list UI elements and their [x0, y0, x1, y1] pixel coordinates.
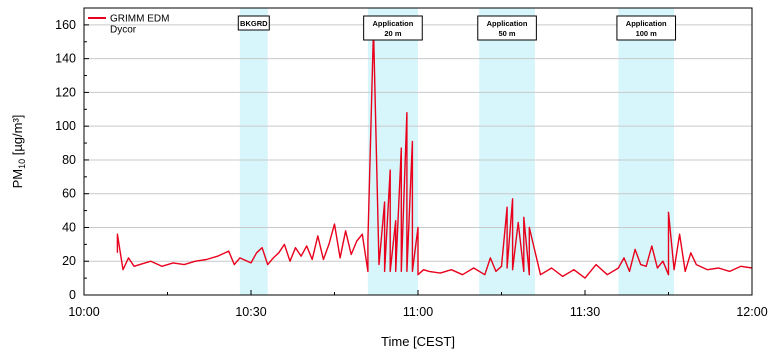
period-label-text: BKGRD — [240, 19, 268, 28]
series-layer — [116, 27, 753, 279]
period-label-box-0 — [237, 15, 270, 31]
legend-label-dycor: Dycor — [110, 25, 137, 36]
period-shading-0 — [239, 8, 268, 295]
y-tick-label: 120 — [55, 85, 76, 99]
y-axis-title: PM10 [µg/m³] — [10, 115, 27, 189]
series-line-grimm-edm — [116, 27, 753, 279]
y-tick-label: 40 — [62, 220, 76, 234]
period-label-text: 100 m — [636, 29, 658, 38]
x-tick-label: 10:30 — [235, 305, 266, 319]
period-shading-layer — [239, 8, 675, 295]
period-label-text: Application — [487, 19, 528, 28]
y-tick-label: 0 — [69, 288, 76, 302]
legend: GRIMM EDM Dycor — [88, 14, 169, 36]
y-tick-label: 20 — [62, 254, 76, 268]
x-tick-label: 11:00 — [403, 305, 433, 319]
y-tick-label: 80 — [62, 153, 76, 167]
period-label-text: 50 m — [499, 29, 516, 38]
y-tick-label: 60 — [62, 187, 76, 201]
period-label-text: 20 m — [384, 29, 401, 38]
y-axis-title-unit: [µg/m³] — [10, 115, 25, 159]
axis-ticks: 0 20 40 60 80 100 120 140 160 10:00 10:30 11:00 11:3… — [55, 18, 768, 319]
period-shading-3 — [618, 8, 675, 295]
period-label-box-1 — [363, 15, 423, 41]
x-tick-label: 10:00 — [68, 305, 99, 319]
x-tick-label: 12:00 — [736, 305, 767, 319]
period-label-box-3 — [616, 15, 677, 41]
period-label-text: Application — [626, 19, 667, 28]
y-tick-label: 100 — [55, 119, 76, 133]
y-axis-title-main: PM — [10, 169, 25, 189]
x-axis-title: Time [CEST] — [381, 334, 455, 349]
period-label-text: Application — [373, 19, 414, 28]
period-label-box-2 — [477, 15, 537, 41]
x-tick-label: 11:30 — [570, 305, 600, 319]
y-axis-title-subscript: 10 — [17, 159, 27, 169]
y-tick-label: 140 — [55, 52, 76, 66]
legend-label-grimm-edm: GRIMM EDM — [110, 14, 169, 25]
y-tick-label: 160 — [55, 18, 76, 32]
